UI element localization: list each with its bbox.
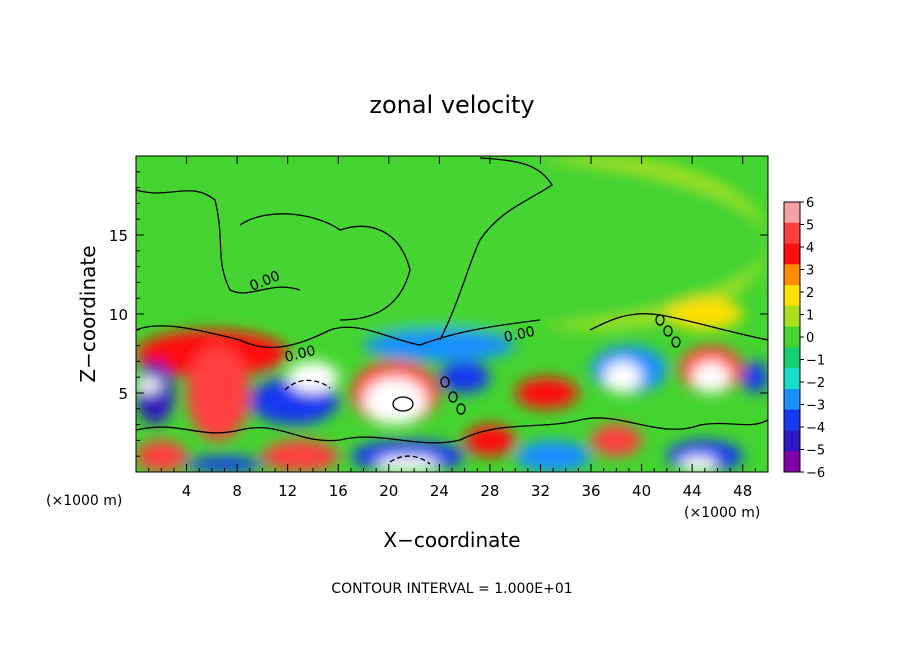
- colorbar-swatch: [784, 451, 800, 473]
- colorbar-label: 2: [806, 286, 814, 301]
- contour-line: [440, 376, 450, 388]
- y-tick-label: 10: [109, 306, 128, 324]
- x-tick-label: 8: [232, 482, 242, 500]
- x-axis: 4 8 12 16 20 24 28 32 36 40 44 48: [148, 156, 756, 500]
- y-axis: 5 10 15: [109, 171, 768, 457]
- colorbar-swatch: [784, 305, 800, 328]
- colorbar-label: −6: [806, 466, 825, 481]
- heatmap-cell: [515, 440, 592, 472]
- heatmap-cell: [591, 424, 642, 457]
- x-tick-label: 32: [531, 482, 550, 500]
- heatmap-cell: [692, 361, 731, 394]
- heatmap-cell: [287, 361, 339, 394]
- contour-line: [655, 314, 665, 326]
- colorbar-label: −4: [806, 421, 825, 436]
- x-tick-label: 48: [733, 482, 752, 500]
- colorbar-swatch: [784, 285, 800, 307]
- contour-line: [448, 391, 458, 403]
- contour-line: [136, 189, 301, 294]
- x-tick-label: 16: [329, 482, 348, 500]
- heatmap-cell: [363, 377, 427, 425]
- colorbar-label: 0: [806, 331, 814, 346]
- x-tick-label: 40: [632, 482, 651, 500]
- colorbar-label: 4: [806, 241, 814, 256]
- contour-line-dashed: [284, 379, 331, 391]
- contour-line: [663, 325, 673, 337]
- colorbar-swatch: [784, 222, 800, 245]
- heatmap-cell: [515, 377, 579, 409]
- contour-line: [239, 213, 411, 321]
- contour-labels: 0.00 0.00 0.00: [248, 268, 537, 366]
- contour-line: [439, 157, 553, 341]
- colorbar: 6 5 4 3 2 1 0 −1 −2 −3 −4 −5 −6: [783, 196, 825, 481]
- heatmap-cell: [186, 456, 263, 472]
- chart-title: zonal velocity: [369, 91, 534, 119]
- colorbar-label: −1: [806, 354, 825, 369]
- heatmap-cell: [439, 361, 490, 394]
- heatmap-cell: [136, 440, 187, 472]
- colorbar-swatch: [784, 368, 800, 390]
- colorbar-swatch: [784, 243, 800, 265]
- colorbar-label: −5: [806, 444, 825, 459]
- heatmap-cell: [742, 361, 768, 394]
- x-axis-label: X−coordinate: [383, 528, 520, 552]
- x-tick-label: 44: [683, 482, 702, 500]
- x-unit-left: (×1000 m): [46, 493, 122, 509]
- colorbar-label: −2: [806, 376, 825, 391]
- contour-interval-note: CONTOUR INTERVAL = 1.000E+01: [331, 581, 572, 597]
- contour-line: [136, 417, 768, 444]
- heatmap-cell: [679, 456, 718, 472]
- heatmap-cell: [603, 361, 642, 394]
- colorbar-swatch: [784, 430, 800, 452]
- colorbar-label: 6: [806, 196, 814, 211]
- heatmap-cell: [136, 377, 162, 393]
- heatmap-cell: [262, 440, 339, 472]
- colorbar-label: 3: [806, 264, 814, 279]
- contour-line-dashed: [389, 455, 431, 465]
- heatmap-cell: [186, 345, 250, 441]
- colorbar-swatch: [784, 388, 800, 411]
- heatmap-cell: [363, 329, 516, 362]
- y-tick-label: 5: [118, 385, 128, 403]
- contour-line: [671, 336, 681, 348]
- heatmap-field: [136, 156, 768, 472]
- colorbar-swatch: [784, 264, 800, 286]
- heatmap-cell: [136, 361, 174, 425]
- y-tick-label: 15: [109, 227, 128, 245]
- x-tick-label: 28: [480, 482, 499, 500]
- contour-line: [392, 396, 414, 412]
- contour-line: [136, 319, 541, 348]
- colorbar-label: −3: [806, 399, 825, 414]
- x-unit-right: (×1000 m): [684, 505, 760, 521]
- contour-label: 0.00: [283, 343, 317, 366]
- colorbar-label: 5: [806, 219, 814, 234]
- colorbar-swatch: [784, 347, 800, 369]
- x-tick-label: 4: [182, 482, 192, 500]
- colorbar-swatch: [784, 409, 800, 431]
- contour-label: 0.00: [503, 324, 537, 346]
- colorbar-label: 1: [806, 309, 814, 324]
- x-tick-label: 24: [430, 482, 449, 500]
- contour-line: [456, 403, 466, 415]
- colorbar-swatch: [784, 326, 800, 348]
- y-axis-label: Z−coordinate: [76, 245, 100, 382]
- heatmap-cell: [136, 156, 768, 330]
- plot-area: 0.00 0.00 0.00: [136, 156, 768, 472]
- colorbar-swatch: [784, 202, 800, 224]
- x-tick-label: 20: [379, 482, 398, 500]
- x-tick-label: 36: [581, 482, 600, 500]
- zero-contour-lines: [136, 157, 768, 465]
- heatmap-cell: [666, 298, 743, 330]
- x-tick-label: 12: [278, 482, 297, 500]
